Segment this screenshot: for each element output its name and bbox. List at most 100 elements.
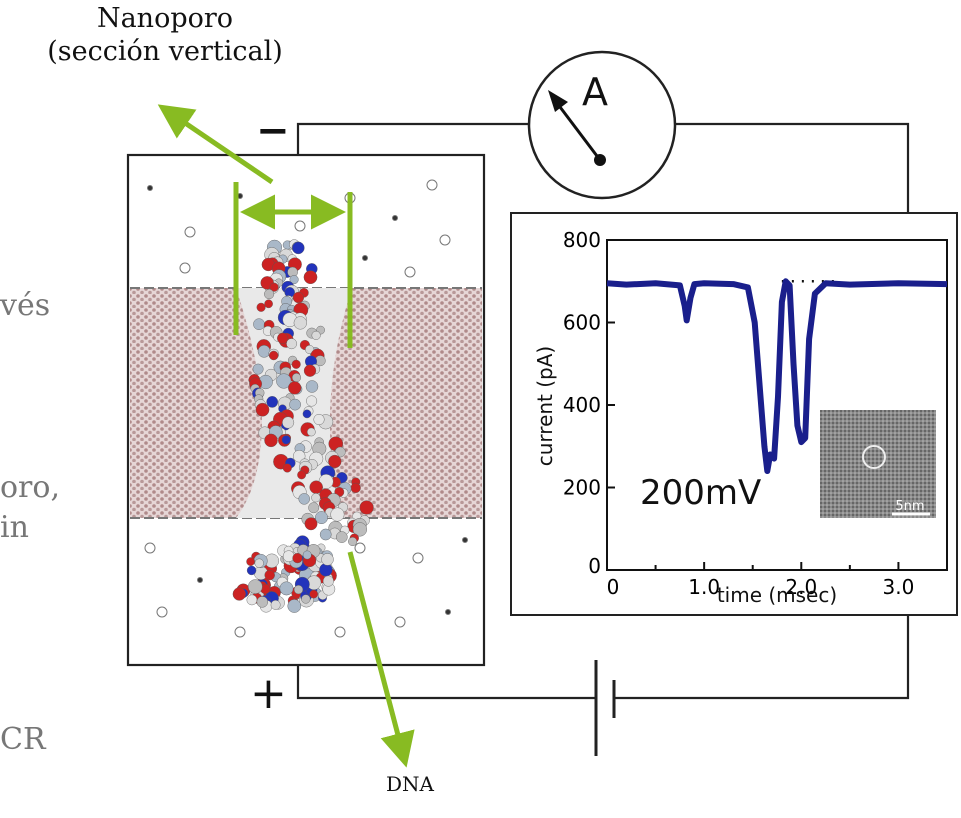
ion [392, 215, 398, 221]
nanopore-label-line1: Nanoporo [96, 3, 234, 34]
nanopore-label: Nanoporo (sección vertical) [0, 2, 330, 68]
dna-atom [293, 584, 304, 595]
ion [426, 179, 438, 191]
y-tick-label: 800 [563, 228, 601, 252]
dna-atom [264, 299, 273, 309]
tem-pore-ring [862, 445, 886, 469]
dna-atom [281, 435, 291, 445]
dna-atom [288, 381, 302, 395]
dna-atom [276, 373, 292, 389]
x-tick-label: 2.0 [785, 575, 817, 599]
ion [404, 266, 416, 278]
ion [362, 255, 368, 261]
dna-atom [289, 398, 301, 411]
dna-atom [246, 565, 257, 576]
x-tick-label: 1.0 [688, 575, 720, 599]
dna-atom [302, 409, 312, 419]
dna-atom [256, 596, 268, 608]
minus-electrode-sign: − [256, 108, 290, 154]
nanopore-pointer-arrow [157, 104, 274, 185]
dna-atom [304, 517, 318, 531]
ammeter-label: A [582, 70, 608, 114]
dna-atom [359, 500, 374, 515]
ions [144, 179, 468, 638]
dna-atom [289, 275, 299, 285]
ion [462, 537, 468, 543]
dna-atom [266, 396, 279, 408]
dna-atom [255, 402, 270, 417]
dna-atom [308, 502, 320, 514]
dna-atom [352, 522, 368, 537]
dna-atom [247, 579, 263, 594]
ion [412, 552, 424, 564]
dna-atom [313, 414, 325, 426]
dna-atom [282, 463, 292, 473]
battery-icon [594, 660, 616, 756]
dna-molecule [232, 239, 374, 613]
dna-atom [328, 454, 342, 469]
ion [445, 609, 451, 615]
x-tick-label: 3.0 [883, 575, 915, 599]
dna-atom [297, 470, 306, 480]
dna-atom [309, 589, 319, 599]
dna-atom [269, 282, 279, 292]
dna-atom [315, 511, 328, 524]
dna-atom [301, 594, 311, 604]
current-trace-line [606, 278, 948, 474]
dna-atom [322, 575, 334, 587]
dna-atom [292, 552, 303, 564]
dna-atom [306, 395, 318, 407]
slide-text-fragment-3: in [0, 510, 29, 545]
dna-atom [286, 338, 297, 350]
plus-electrode-sign: + [250, 668, 287, 719]
dna-atom [264, 289, 275, 300]
dna-atom [256, 302, 266, 312]
x-tick-label: 0 [607, 575, 620, 599]
nanopore-label-line2: (sección vertical) [47, 36, 283, 67]
ion [156, 606, 168, 618]
dna-atom [311, 493, 321, 503]
slide-text-fragment-4: CR [0, 722, 46, 757]
dna-atom [292, 291, 305, 304]
dna-atom [277, 332, 289, 344]
voltage-label: 200mV [640, 473, 761, 513]
dna-atom [264, 569, 275, 581]
ion [144, 542, 156, 554]
y-axis-label: current (pA) [533, 346, 557, 467]
dna-label: DNA [386, 772, 434, 796]
dna-atom [303, 364, 317, 377]
dna-atom [306, 427, 316, 437]
scale-bar-label: 5nm [895, 499, 924, 514]
dna-atom [232, 587, 246, 601]
dna-atom [305, 380, 319, 393]
y-tick-label: 200 [563, 476, 601, 500]
dna-atom [305, 345, 315, 355]
ammeter-icon [527, 50, 677, 200]
axis-tick-labels: 0 1.0 2.0 3.0 0 200 400 600 800 [563, 228, 915, 599]
ion [197, 577, 203, 583]
dna-atom [293, 316, 307, 330]
ion [394, 616, 406, 628]
ion [184, 226, 196, 238]
dna-atom [321, 553, 334, 566]
ion [354, 542, 366, 554]
ion [147, 185, 153, 191]
y-tick-label: 0 [588, 554, 601, 578]
dna-atom [269, 350, 279, 361]
ion [334, 626, 346, 638]
slide-text-fragment-1: vés [0, 288, 51, 323]
dna-atom [287, 599, 302, 613]
current-trace-panel: 0 1.0 2.0 3.0 0 200 400 600 800 5nm 200mV time (… [510, 212, 958, 616]
ion [179, 262, 191, 274]
dna-atom [335, 531, 348, 543]
dna-atom [252, 363, 264, 375]
ion [439, 234, 451, 246]
current-trace-chart: 0 1.0 2.0 3.0 0 200 400 600 800 5nm 200mV time (… [533, 228, 948, 607]
tem-inset-image [820, 410, 936, 518]
dna-atom [291, 359, 301, 369]
axis-ticks [606, 239, 900, 571]
dna-atom [319, 528, 332, 541]
dna-atom [311, 330, 321, 340]
